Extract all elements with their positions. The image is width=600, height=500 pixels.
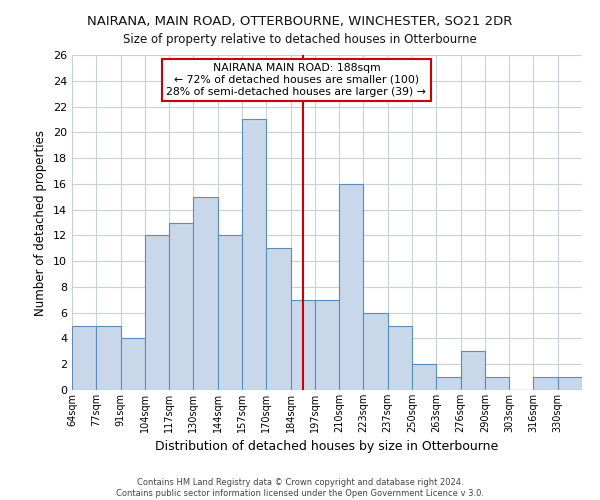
Bar	[121, 338, 145, 390]
Y-axis label: Number of detached properties: Number of detached properties	[34, 130, 47, 316]
Bar	[290, 300, 315, 390]
Text: NAIRANA, MAIN ROAD, OTTERBOURNE, WINCHESTER, SO21 2DR: NAIRANA, MAIN ROAD, OTTERBOURNE, WINCHES…	[88, 15, 512, 28]
Bar	[145, 236, 169, 390]
Bar	[315, 300, 339, 390]
Bar	[412, 364, 436, 390]
Bar	[339, 184, 364, 390]
Bar	[242, 120, 266, 390]
Bar	[193, 196, 218, 390]
Text: Contains HM Land Registry data © Crown copyright and database right 2024.
Contai: Contains HM Land Registry data © Crown c…	[116, 478, 484, 498]
Bar	[461, 352, 485, 390]
Bar	[364, 312, 388, 390]
Bar	[436, 377, 461, 390]
Text: NAIRANA MAIN ROAD: 188sqm
← 72% of detached houses are smaller (100)
28% of semi: NAIRANA MAIN ROAD: 188sqm ← 72% of detac…	[166, 64, 427, 96]
Bar	[218, 236, 242, 390]
Bar	[169, 222, 193, 390]
Bar	[558, 377, 582, 390]
Bar	[388, 326, 412, 390]
Bar	[485, 377, 509, 390]
Bar	[72, 326, 96, 390]
Bar	[266, 248, 290, 390]
Text: Size of property relative to detached houses in Otterbourne: Size of property relative to detached ho…	[123, 32, 477, 46]
Bar	[533, 377, 558, 390]
X-axis label: Distribution of detached houses by size in Otterbourne: Distribution of detached houses by size …	[155, 440, 499, 454]
Bar	[96, 326, 121, 390]
